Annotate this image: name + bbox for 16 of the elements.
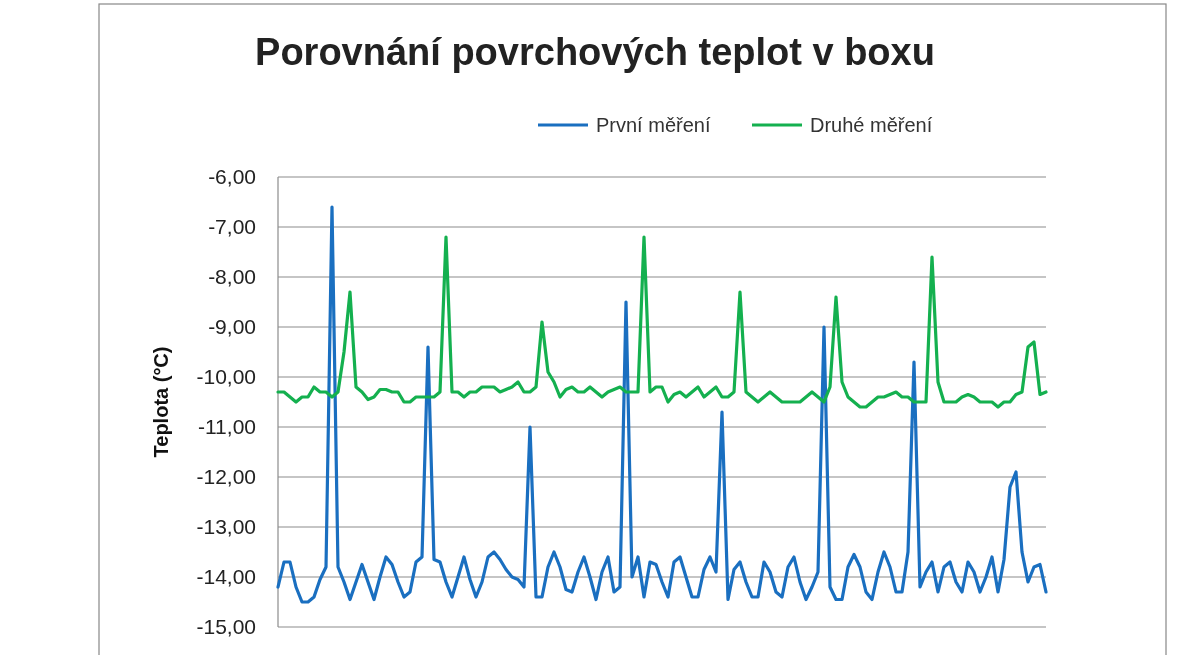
y-tick-label: -10,00 [196,365,256,389]
y-tick-label: -11,00 [198,415,256,439]
y-tick-label: -15,00 [196,615,256,639]
line-series [276,205,1048,604]
y-tick-label: -8,00 [208,265,256,289]
y-tick-label: -12,00 [196,465,256,489]
y-tick-label: -13,00 [196,515,256,539]
legend-label: První měření [596,114,711,136]
y-tick-label: -7,00 [208,215,256,239]
chart-title: Porovnání povrchových teplot v boxu [255,31,935,73]
y-tick-label: -14,00 [196,565,256,589]
line-series [276,235,1048,409]
y-axis-title: Teplota (°C) [150,346,172,458]
y-tick-label: -6,00 [208,165,256,189]
y-tick-label: -9,00 [208,315,256,339]
legend-label: Druhé měření [810,114,933,136]
